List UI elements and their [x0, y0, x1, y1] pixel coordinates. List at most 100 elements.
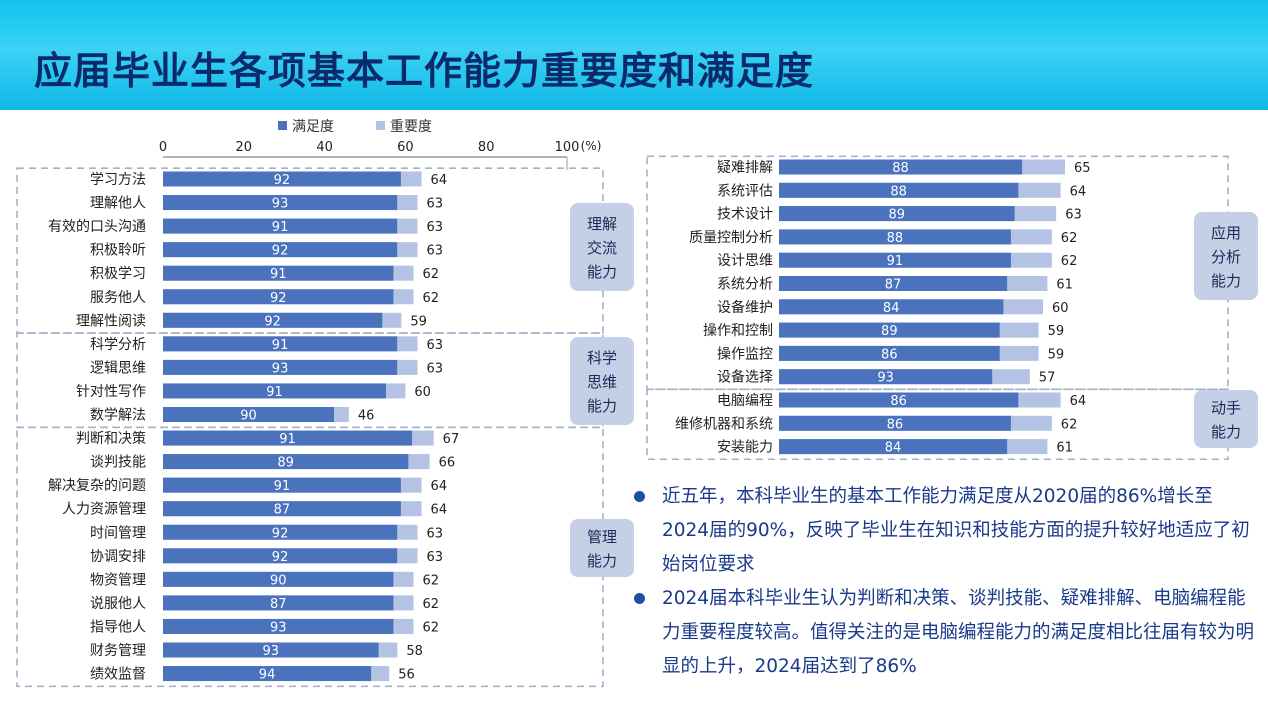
data-label-satisfaction: 91 [887, 254, 904, 269]
data-label-satisfaction: 94 [259, 668, 276, 683]
data-label-satisfaction: 93 [877, 371, 894, 386]
data-label-satisfaction: 91 [272, 338, 289, 353]
category-label: 解决复杂的问题 [48, 477, 146, 494]
x-tick-label: 0 [159, 140, 167, 155]
data-label-importance: 60 [414, 385, 431, 400]
bar-satisfaction [163, 595, 394, 611]
category-label: 操作监控 [717, 346, 773, 362]
category-label: 判断和决策 [76, 430, 146, 447]
x-tick-label: 80 [478, 140, 495, 155]
bar-satisfaction [163, 242, 398, 258]
notes-panel: 近五年，本科毕业生的基本工作能力满足度从2020届的86%增长至2024届的90… [628, 480, 1258, 684]
category-label: 谈判技能 [90, 455, 146, 471]
data-label-importance: 67 [443, 432, 460, 447]
category-label: 人力资源管理 [62, 502, 146, 518]
data-label-importance: 64 [431, 503, 448, 518]
data-label-satisfaction: 87 [270, 597, 287, 612]
data-label-satisfaction: 93 [270, 620, 287, 635]
group-label-text: 能力 [587, 552, 617, 570]
legend-label-importance: 重要度 [390, 119, 432, 135]
group-label-text: 科学 [587, 349, 617, 367]
note-item: 2024届本科毕业生认为判断和决策、谈判技能、疑难排解、电脑编程能力重要程度较高… [628, 582, 1258, 684]
x-tick-label: 100 [555, 140, 580, 155]
bar-satisfaction [779, 392, 1019, 408]
bar-satisfaction [779, 345, 1000, 361]
group-label-text: 能力 [587, 263, 617, 281]
group-label-text: 能力 [1211, 423, 1241, 441]
category-label: 财务管理 [90, 643, 146, 659]
bar-satisfaction [779, 159, 1023, 175]
group-label-text: 能力 [1211, 272, 1241, 290]
category-label: 电脑编程 [717, 393, 773, 409]
x-tick-label: 40 [316, 140, 333, 155]
data-label-importance: 62 [422, 620, 439, 635]
category-label: 说服他人 [90, 596, 146, 612]
bar-satisfaction [163, 454, 409, 470]
data-label-satisfaction: 93 [272, 197, 289, 212]
x-tick-label: 20 [236, 140, 253, 155]
bar-satisfaction [163, 501, 401, 517]
group-frame [16, 167, 604, 334]
data-label-satisfaction: 91 [270, 267, 287, 282]
bar-satisfaction [163, 312, 383, 328]
data-label-importance: 63 [427, 220, 444, 235]
note-text: 2024届本科毕业生认为判断和决策、谈判技能、疑难排解、电脑编程能力重要程度较高… [662, 588, 1255, 677]
group-label-text: 思维 [587, 373, 617, 391]
category-label: 设备维护 [717, 299, 773, 316]
category-label: 绩效监督 [90, 667, 146, 683]
group-label-text: 动手 [1211, 399, 1241, 417]
note-item: 近五年，本科毕业生的基本工作能力满足度从2020届的86%增长至2024届的90… [628, 480, 1258, 582]
bar-satisfaction [163, 171, 401, 187]
data-label-satisfaction: 88 [892, 161, 909, 176]
data-label-satisfaction: 90 [270, 573, 287, 588]
bar-satisfaction [163, 618, 394, 634]
data-label-satisfaction: 92 [274, 173, 291, 188]
data-label-importance: 63 [427, 361, 444, 376]
category-label: 学习方法 [90, 172, 146, 188]
bar-satisfaction [163, 265, 394, 281]
data-label-satisfaction: 89 [881, 324, 898, 339]
data-label-importance: 62 [422, 291, 439, 306]
data-label-satisfaction: 92 [270, 291, 287, 306]
data-label-satisfaction: 93 [263, 644, 280, 659]
data-label-importance: 57 [1039, 371, 1056, 386]
group-label-box [1194, 390, 1258, 448]
data-label-satisfaction: 92 [272, 526, 289, 541]
category-label: 疑难排解 [717, 160, 773, 176]
data-label-importance: 62 [1061, 231, 1078, 246]
data-label-satisfaction: 86 [887, 417, 904, 432]
group-label-text: 能力 [587, 397, 617, 415]
data-label-satisfaction: 92 [272, 550, 289, 565]
data-label-satisfaction: 87 [274, 503, 291, 518]
data-label-satisfaction: 89 [889, 208, 906, 223]
bar-satisfaction [779, 206, 1015, 222]
data-label-satisfaction: 91 [266, 385, 283, 400]
data-label-importance: 61 [1056, 441, 1073, 456]
data-label-satisfaction: 91 [272, 220, 289, 235]
category-label: 理解性阅读 [76, 312, 146, 329]
bar-satisfaction [779, 369, 993, 385]
data-label-importance: 58 [406, 644, 423, 659]
data-label-importance: 63 [427, 550, 444, 565]
group-label-text: 分析 [1211, 248, 1241, 266]
group-label-text: 理解 [587, 215, 617, 233]
bar-satisfaction [163, 666, 372, 682]
category-label: 设备选择 [717, 369, 773, 386]
category-label: 系统分析 [717, 277, 773, 293]
category-label: 数学解法 [90, 408, 146, 424]
legend-swatch-satisfaction [278, 121, 287, 130]
category-label: 协调安排 [90, 549, 146, 565]
bar-satisfaction [163, 477, 401, 493]
data-label-importance: 64 [1070, 394, 1087, 409]
data-label-importance: 64 [431, 479, 448, 494]
data-label-importance: 63 [427, 338, 444, 353]
data-label-importance: 61 [1056, 278, 1073, 293]
group-label-box [1194, 212, 1258, 300]
bar-satisfaction [779, 229, 1011, 245]
group-label-box [570, 203, 634, 291]
bullet-icon [634, 593, 645, 604]
data-label-satisfaction: 92 [272, 244, 289, 259]
bar-satisfaction [779, 322, 1000, 338]
data-label-importance: 66 [439, 456, 456, 471]
bar-satisfaction [163, 359, 398, 375]
